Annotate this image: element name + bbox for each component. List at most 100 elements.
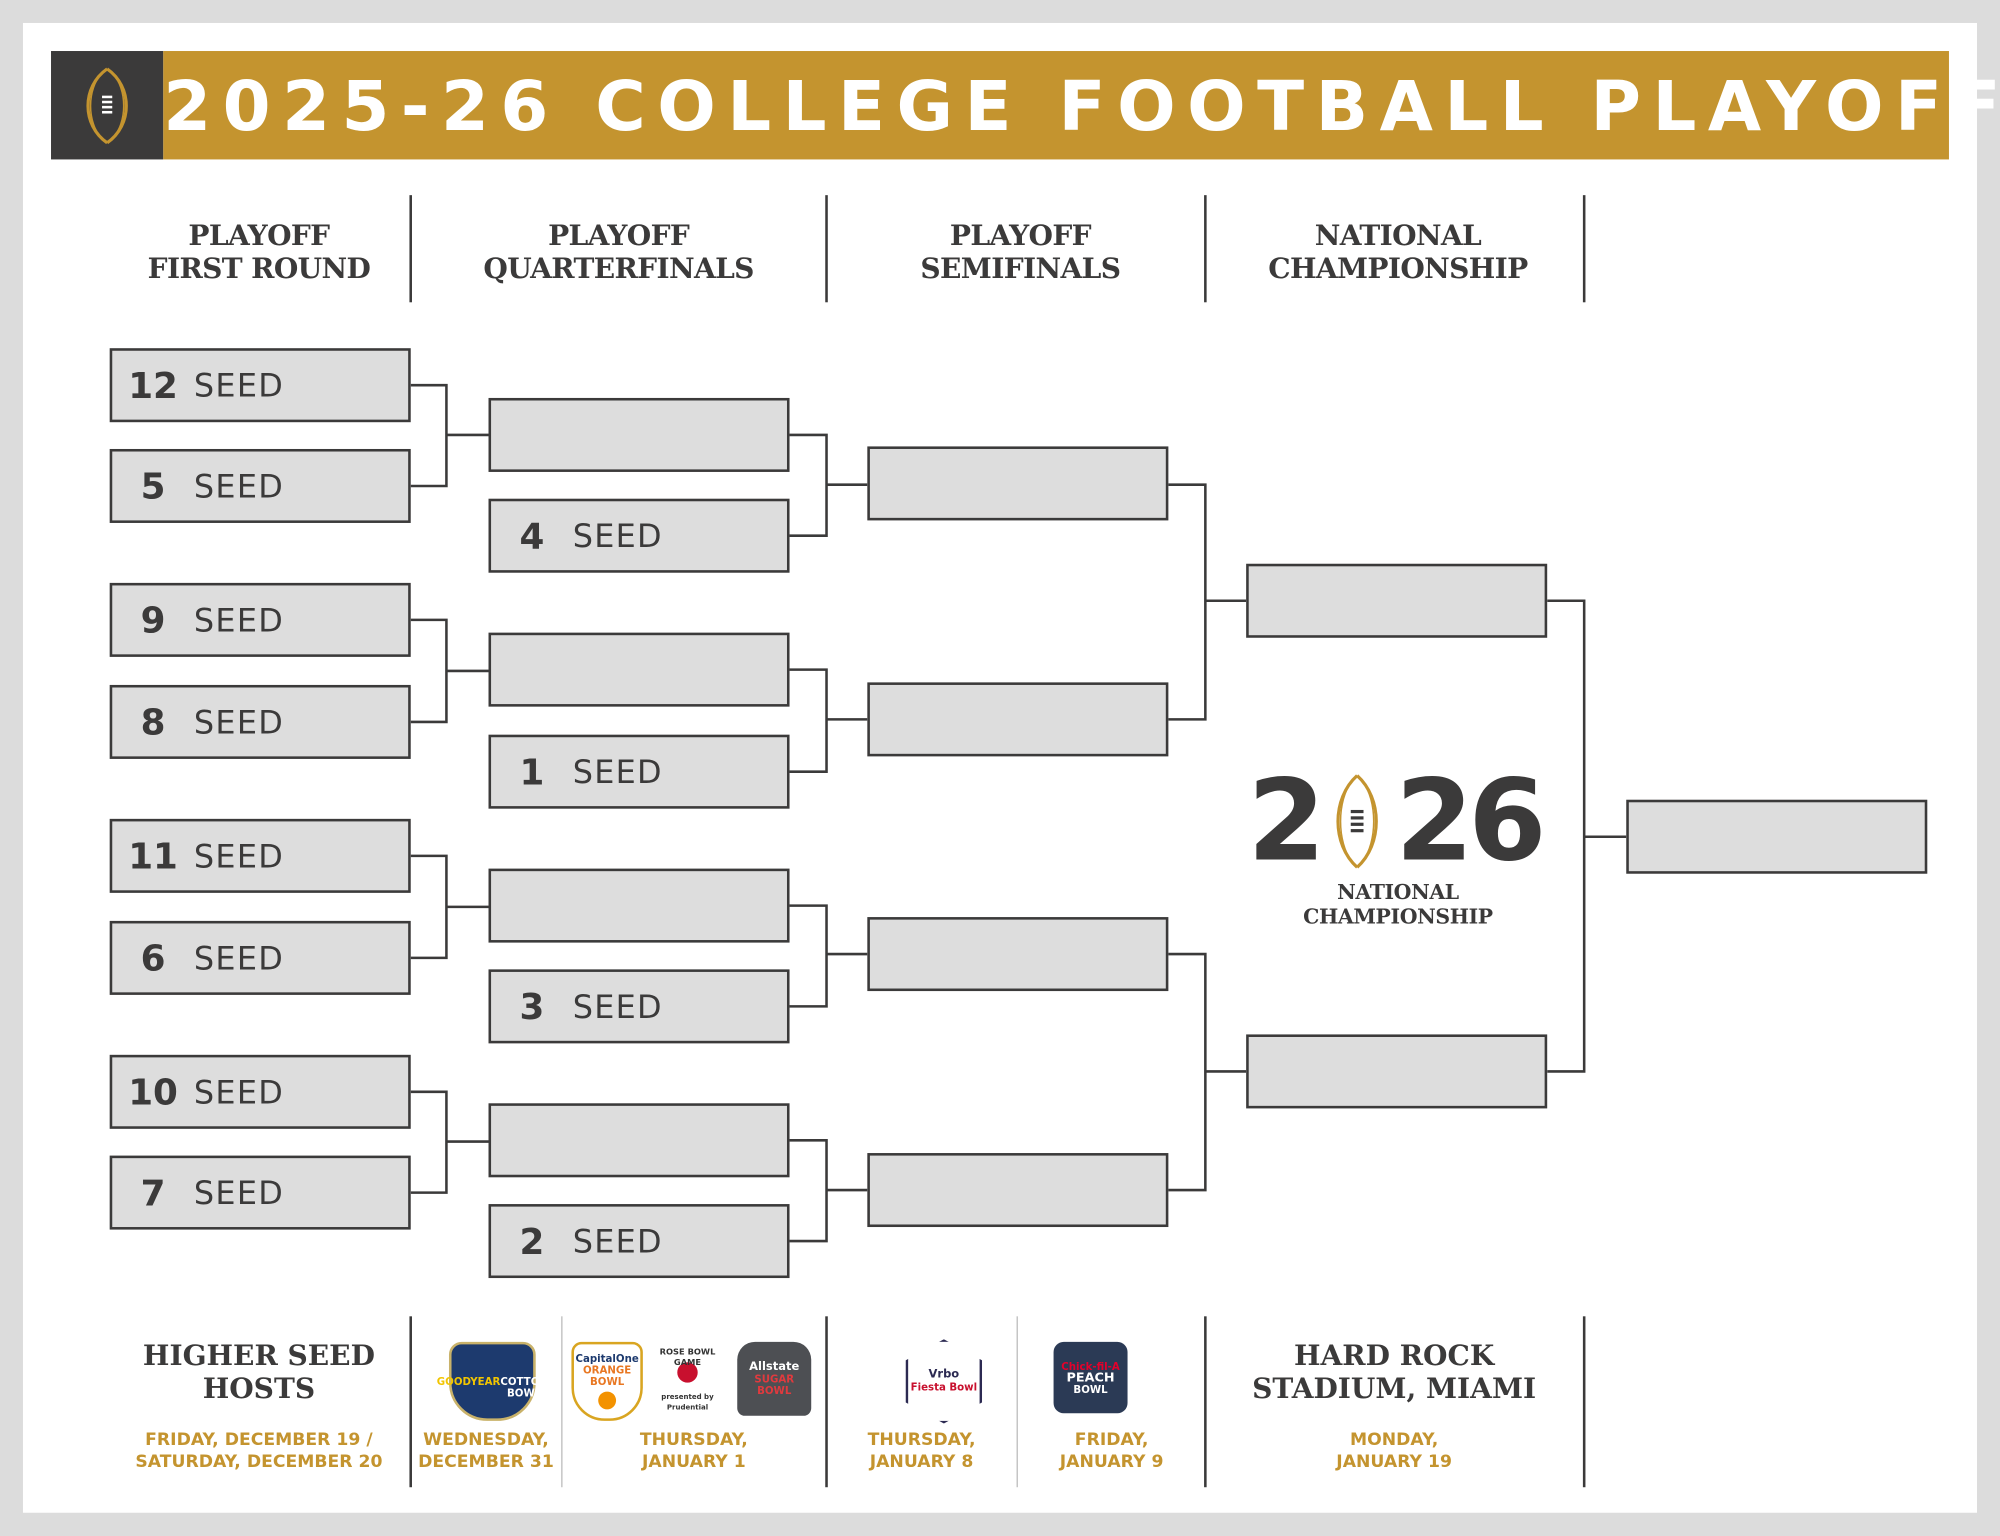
- rose-icon: [677, 1362, 698, 1383]
- seed-number: 11: [128, 834, 178, 877]
- matchup-slot[interactable]: 5 SEED: [109, 448, 411, 523]
- final-venue: HARD ROCK STADIUM, MIAMI: [1224, 1339, 1563, 1405]
- rose-bowl-title: ROSE BOWL GAME: [659, 1346, 716, 1368]
- logo-subtitle: NATIONAL CHAMPIONSHIP: [1303, 880, 1493, 929]
- cfp-football-icon: [86, 67, 128, 145]
- rose-bowl-sponsor: presented by Prudential: [661, 1394, 714, 1412]
- logo-year-left: 2: [1247, 755, 1325, 887]
- seed-number: 7: [140, 1171, 166, 1214]
- semifinal-slot[interactable]: [867, 917, 1169, 992]
- seed-number: 12: [128, 364, 178, 407]
- matchup-slot[interactable]: 12 SEED: [109, 348, 411, 423]
- divider: [1016, 1316, 1018, 1488]
- divider: [1204, 195, 1207, 303]
- matchup-slot[interactable]: 4 SEED: [488, 498, 790, 573]
- seed-number: 6: [140, 936, 166, 979]
- seed-label: SEED: [193, 601, 285, 639]
- matchup-slot[interactable]: 3 SEED: [488, 969, 790, 1044]
- date-line: JANUARY 9: [1059, 1451, 1164, 1472]
- date-line: FRIDAY,: [1074, 1429, 1149, 1451]
- divider: [409, 1316, 412, 1488]
- page-title: 2025-26 COLLEGE FOOTBALL PLAYOFF: [163, 66, 2000, 147]
- matchup-slot[interactable]: [488, 1103, 790, 1178]
- final-date: MONDAY, JANUARY 19: [1224, 1430, 1563, 1473]
- divider: [1204, 1316, 1207, 1488]
- header-line: PLAYOFF: [949, 219, 1092, 253]
- matchup-slot[interactable]: 10 SEED: [109, 1054, 411, 1129]
- seed-label: SEED: [193, 1073, 285, 1111]
- matchup-slot[interactable]: 2 SEED: [488, 1204, 790, 1279]
- first-round-venue: HIGHER SEED HOSTS: [106, 1339, 412, 1405]
- seed-label: SEED: [193, 366, 285, 404]
- divider: [825, 1316, 828, 1488]
- header-first-round: PLAYOFF FIRST ROUND: [80, 219, 437, 285]
- matchup-slot[interactable]: 6 SEED: [109, 920, 411, 995]
- seed-number: 5: [140, 464, 166, 508]
- venue-line: HARD ROCK: [1294, 1339, 1495, 1373]
- seed-number: 8: [140, 700, 166, 743]
- jan8-date: THURSDAY, JANUARY 8: [827, 1430, 1017, 1473]
- semifinal-slot[interactable]: [867, 1153, 1169, 1228]
- seed-number: 1: [519, 750, 545, 793]
- championship-slot[interactable]: [1246, 1034, 1548, 1109]
- date-line: THURSDAY,: [639, 1429, 748, 1451]
- venue-line: STADIUM, MIAMI: [1252, 1372, 1537, 1406]
- poster-sheet: [22, 22, 1978, 1513]
- header-line: QUARTERFINALS: [483, 252, 754, 286]
- divider: [409, 195, 412, 303]
- championship-slot[interactable]: [1246, 563, 1548, 638]
- title-banner: [163, 51, 1949, 160]
- date-line: JANUARY 19: [1336, 1451, 1452, 1472]
- rose-bowl-logo: ROSE BOWL GAME presented by Prudential: [648, 1339, 727, 1421]
- matchup-slot[interactable]: [488, 868, 790, 943]
- fiesta-bowl-logo: Vrbo Fiesta Bowl: [905, 1339, 983, 1424]
- date-line: SATURDAY, DECEMBER 20: [135, 1451, 383, 1472]
- date-line: JANUARY 1: [642, 1451, 746, 1472]
- date-line: JANUARY 8: [869, 1451, 974, 1472]
- seed-label: SEED: [572, 1222, 663, 1260]
- jan1-date: THURSDAY, JANUARY 1: [562, 1430, 825, 1473]
- rose-bowl-label: ROSE BOWL GAME presented by Prudential: [648, 1347, 727, 1413]
- seed-label: SEED: [193, 1174, 285, 1212]
- matchup-slot[interactable]: 9 SEED: [109, 582, 411, 657]
- seed-label: SEED: [572, 517, 663, 555]
- header-line: PLAYOFF: [548, 219, 690, 253]
- peach-bowl-logo: Chick-fil-A PEACH BOWL: [1053, 1341, 1128, 1414]
- divider: [1582, 195, 1586, 303]
- matchup-slot[interactable]: 1 SEED: [488, 734, 790, 809]
- date-line: WEDNESDAY,: [423, 1429, 549, 1451]
- cfp-logo-block: [51, 51, 164, 160]
- header-national-championship: NATIONAL CHAMPIONSHIP: [1219, 219, 1576, 285]
- header-semifinals: PLAYOFF SEMIFINALS: [842, 219, 1199, 285]
- matchup-slot[interactable]: 11 SEED: [109, 818, 411, 893]
- matchup-slot[interactable]: 7 SEED: [109, 1155, 411, 1230]
- national-championship-logo: 2 26 NATIONAL CHAMPIONSHIP: [1245, 755, 1551, 928]
- matchup-slot[interactable]: [488, 397, 790, 472]
- semifinal-slot[interactable]: [867, 446, 1169, 521]
- seed-label: SEED: [193, 939, 285, 977]
- header-line: SEMIFINALS: [920, 252, 1121, 286]
- matchup-slot[interactable]: [488, 632, 790, 707]
- jan9-date: FRIDAY, JANUARY 9: [1018, 1430, 1205, 1473]
- seed-number: 2: [519, 1220, 545, 1263]
- semifinal-slot[interactable]: [867, 682, 1169, 757]
- divider: [561, 1316, 563, 1488]
- seed-label: SEED: [193, 467, 285, 505]
- header-quarterfinals: PLAYOFF QUARTERFINALS: [440, 219, 797, 285]
- seed-label: SEED: [572, 753, 663, 791]
- seed-number: 9: [140, 598, 166, 641]
- cfp-football-icon: [1336, 774, 1378, 869]
- date-line: DECEMBER 31: [418, 1451, 554, 1472]
- header-line: NATIONAL: [1314, 219, 1482, 253]
- matchup-slot[interactable]: 8 SEED: [109, 684, 411, 759]
- date-line: THURSDAY,: [867, 1429, 976, 1451]
- first-round-dates: FRIDAY, DECEMBER 19 /SATURDAY, DECEMBER …: [106, 1430, 412, 1473]
- header-line: CHAMPIONSHIP: [1268, 252, 1528, 286]
- header-line: FIRST ROUND: [147, 252, 371, 286]
- champion-slot[interactable]: [1626, 799, 1928, 874]
- divider: [825, 195, 828, 303]
- seed-label: SEED: [193, 703, 285, 741]
- orange-bowl-logo: CapitalOne ORANGE BOWL: [571, 1341, 643, 1421]
